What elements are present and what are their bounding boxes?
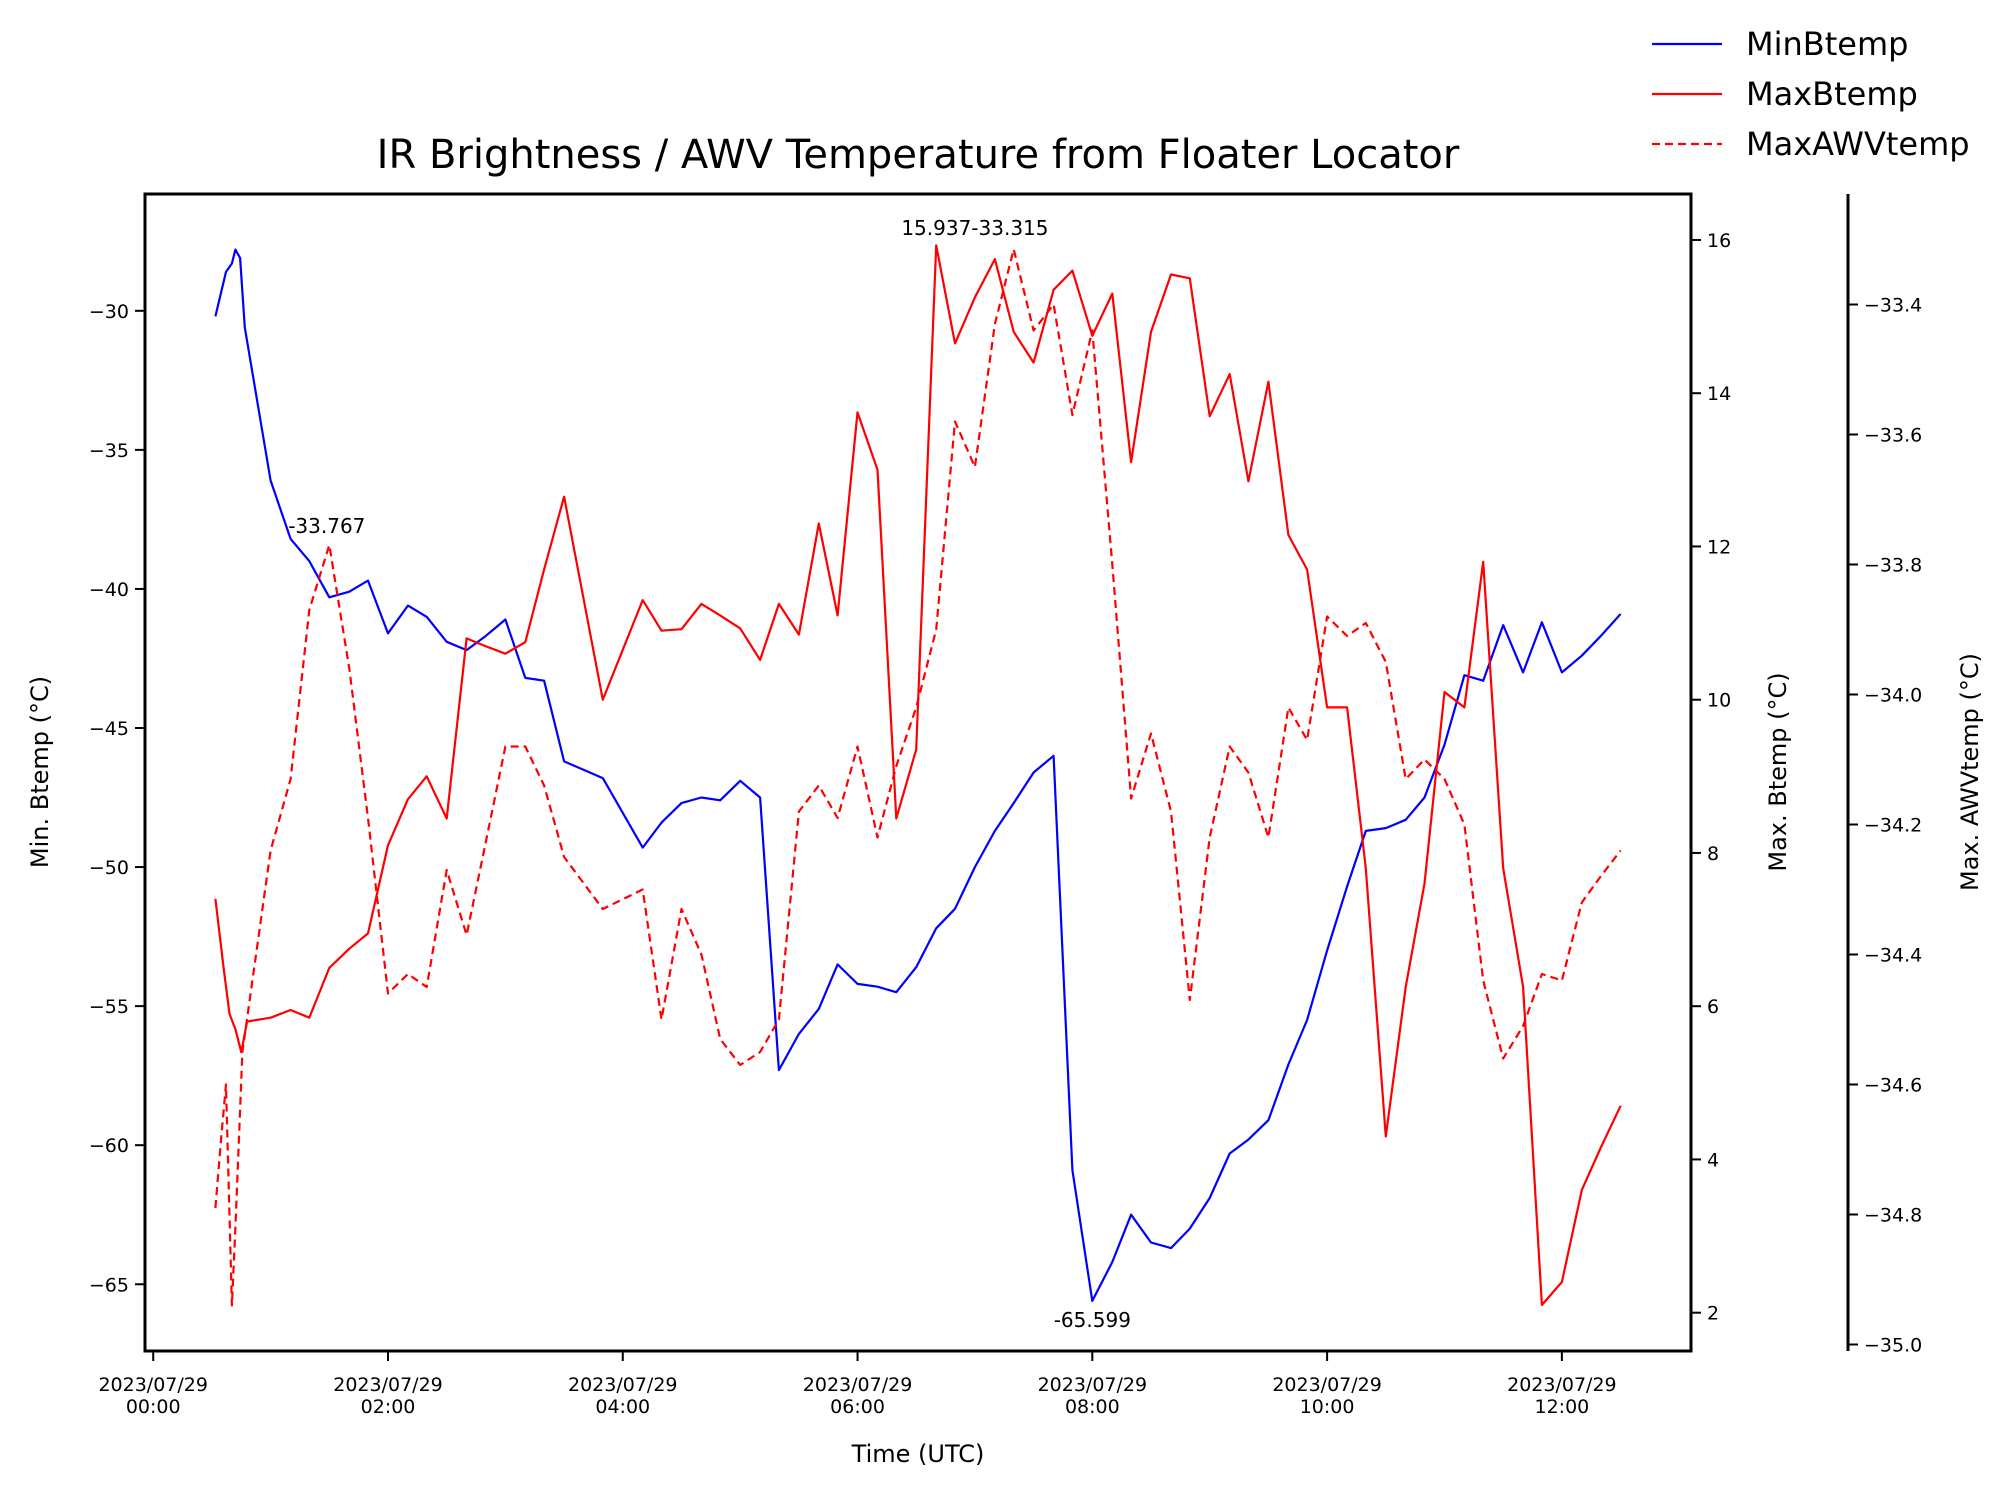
x-axis-label: Time (UTC) <box>851 1440 985 1468</box>
y-tick-label: −33.4 <box>1864 295 1922 317</box>
series-line-maxbtemp <box>214 244 1622 1307</box>
y-tick-label: −35.0 <box>1864 1335 1922 1357</box>
y-axis-right-label: Max. Btemp (°C) <box>1764 672 1792 871</box>
annotation-label: -33.767 <box>288 514 365 538</box>
y-tick-label: 12 <box>1707 536 1731 558</box>
x-tick-label: 2023/07/29 02:00 <box>333 1374 443 1418</box>
x-tick-label-time: 10:00 <box>1300 1396 1355 1418</box>
x-tick-label: 2023/07/29 04:00 <box>568 1374 678 1418</box>
y-axis-right: 2 4 6 8 10 12 14 16 <box>1691 230 1731 1325</box>
y-axis-left-label: Min. Btemp (°C) <box>26 676 54 868</box>
annotations: -33.767 15.937-33.315 -65.599 <box>288 216 1131 1332</box>
x-tick-label-time: 08:00 <box>1065 1396 1120 1418</box>
y-tick-label: 16 <box>1707 230 1731 252</box>
y-tick-label: −35 <box>89 440 129 462</box>
x-tick-label-time: 02:00 <box>361 1396 416 1418</box>
series-line-maxawvtemp <box>214 248 1622 1307</box>
y-tick-label: −34.8 <box>1864 1205 1922 1227</box>
x-tick-label-date: 2023/07/29 <box>1507 1374 1617 1396</box>
y-tick-label: 8 <box>1707 843 1719 865</box>
series-lines <box>214 244 1622 1307</box>
plot-frame <box>143 192 1693 1353</box>
y-tick-label: 10 <box>1707 690 1731 712</box>
x-tick-label: 2023/07/29 00:00 <box>98 1374 208 1418</box>
y-tick-label: −30 <box>89 301 129 323</box>
x-tick-label-date: 2023/07/29 <box>568 1374 678 1396</box>
y-tick-label: −40 <box>89 579 129 601</box>
y-tick-label: −34.6 <box>1864 1075 1922 1097</box>
annotation-label: -65.599 <box>1054 1308 1131 1332</box>
x-tick-label-date: 2023/07/29 <box>333 1374 443 1396</box>
y-tick-label: 2 <box>1707 1303 1719 1325</box>
x-tick-label: 2023/07/29 08:00 <box>1038 1374 1148 1418</box>
x-tick-label-date: 2023/07/29 <box>803 1374 913 1396</box>
y-tick-label: 6 <box>1707 996 1719 1018</box>
chart-title: IR Brightness / AWV Temperature from Flo… <box>377 132 1460 178</box>
x-tick-label-time: 00:00 <box>126 1396 181 1418</box>
x-tick-label: 2023/07/29 06:00 <box>803 1374 913 1418</box>
y-axis-left: −30 −35 −40 −45 −50 −55 −60 −65 <box>89 301 145 1296</box>
series-line-minbtemp <box>214 248 1622 1303</box>
legend-label-maxawvtemp: MaxAWVtemp <box>1746 125 1970 163</box>
y-tick-label: −60 <box>89 1135 129 1157</box>
x-tick-label-time: 04:00 <box>595 1396 650 1418</box>
y-tick-label: 4 <box>1707 1149 1719 1171</box>
y-tick-label: −34.2 <box>1864 815 1922 837</box>
y-axis-right2: −35.0 −34.8 −34.6 −34.4 −34.2 −34.0 −33.8 −33.6… <box>1848 295 1922 1357</box>
y-tick-label: −55 <box>89 996 129 1018</box>
x-tick-label: 2023/07/29 10:00 <box>1272 1374 1382 1418</box>
y-tick-label: −45 <box>89 718 129 740</box>
annotation-label: 15.937-33.315 <box>901 216 1048 240</box>
y-tick-label: −50 <box>89 857 129 879</box>
y-tick-label: 14 <box>1707 383 1731 405</box>
y-tick-label: −33.6 <box>1864 425 1922 447</box>
x-tick-label-time: 12:00 <box>1534 1396 1589 1418</box>
y-axis-right2-label: Max. AWVtemp (°C) <box>1956 653 1984 891</box>
legend-label-maxbtemp: MaxBtemp <box>1746 75 1918 113</box>
y-tick-label: −34.0 <box>1864 685 1922 707</box>
x-tick-label-date: 2023/07/29 <box>1272 1374 1382 1396</box>
x-tick-label-time: 06:00 <box>830 1396 885 1418</box>
y-tick-label: −33.8 <box>1864 555 1922 577</box>
y-tick-label: −34.4 <box>1864 945 1922 967</box>
legend: MinBtemp MaxBtemp MaxAWVtemp <box>1652 25 1970 163</box>
x-tick-label-date: 2023/07/29 <box>1038 1374 1148 1396</box>
x-tick-label: 2023/07/29 12:00 <box>1507 1374 1617 1418</box>
x-tick-label-date: 2023/07/29 <box>98 1374 208 1396</box>
legend-label-minbtemp: MinBtemp <box>1746 25 1908 63</box>
y-tick-label: −65 <box>89 1274 129 1296</box>
